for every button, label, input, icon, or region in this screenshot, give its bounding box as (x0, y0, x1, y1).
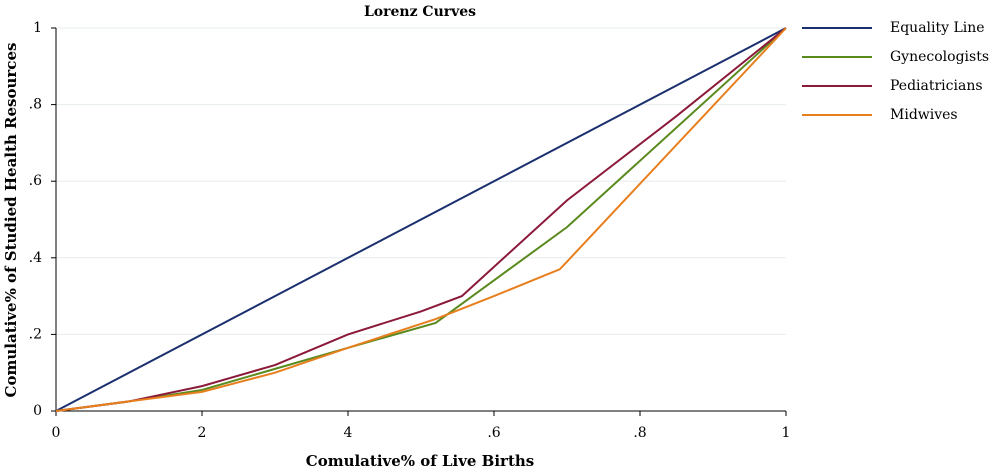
x-axis-label: Comulative% of Live Births (306, 452, 534, 470)
x-tick-label: 0 (52, 425, 61, 441)
y-tick-label: .4 (29, 250, 42, 266)
x-tick-label: .8 (633, 425, 646, 441)
legend-label: Pediatricians (890, 78, 983, 94)
y-axis-label: Comulative% of Studied Health Resources (2, 43, 20, 398)
x-tick-label: 2 (198, 425, 207, 441)
y-tick-label: 1 (33, 20, 42, 36)
y-tick-label: .2 (29, 326, 42, 342)
y-tick-label: .6 (29, 173, 42, 189)
y-tick-label: .8 (29, 97, 42, 113)
line (55, 27, 787, 412)
legend-label: Midwives (890, 107, 958, 123)
x-tick-label: 4 (344, 425, 353, 441)
y-tick-label: 0 (33, 403, 42, 419)
x-tick-label: .6 (487, 425, 500, 441)
legend-label: Gynecologists (890, 49, 989, 65)
x-tick-label: 1 (782, 425, 791, 441)
line (55, 27, 787, 412)
chart-title: Lorenz Curves (364, 4, 476, 20)
legend-label: Equality Line (890, 20, 985, 36)
line (55, 27, 787, 412)
